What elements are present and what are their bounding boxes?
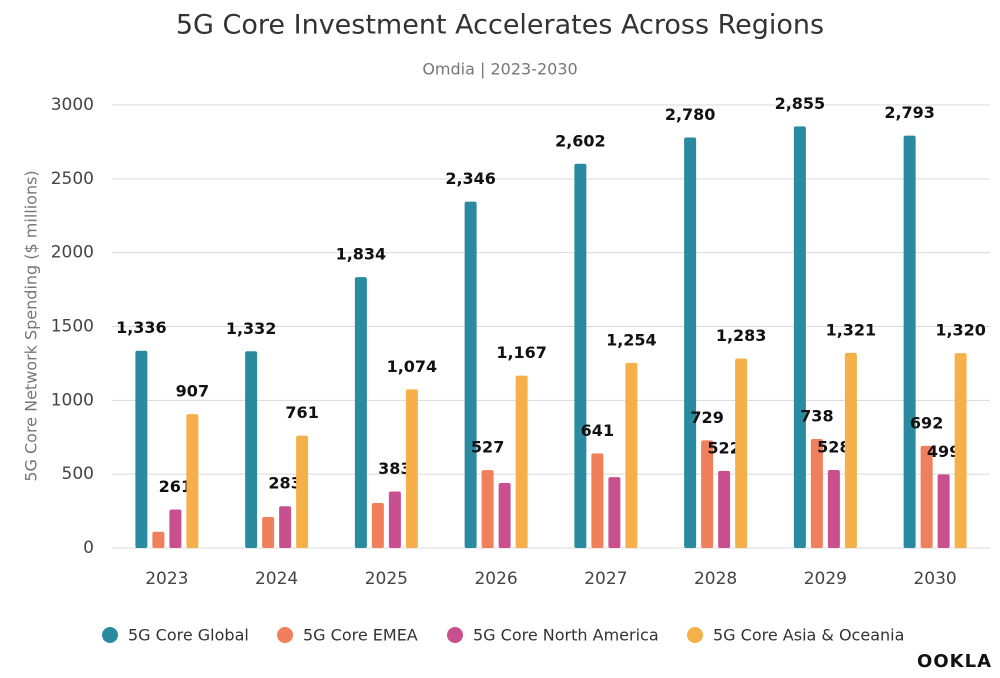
- y-tick-label: 2000: [51, 243, 94, 263]
- bar: [827, 470, 840, 548]
- bar: [405, 389, 418, 548]
- bar: [481, 470, 494, 548]
- data-label: 528: [817, 438, 850, 457]
- bar: [574, 163, 587, 548]
- data-label: 2,855: [775, 94, 826, 113]
- y-tick-label: 2500: [51, 169, 94, 189]
- data-label: 907: [176, 382, 209, 401]
- legend-marker: [102, 627, 118, 643]
- bar: [245, 351, 258, 548]
- bar: [937, 474, 950, 548]
- data-label: 1,834: [336, 245, 387, 264]
- bar: [903, 135, 916, 548]
- bar: [296, 435, 309, 548]
- data-label: 1,074: [387, 357, 438, 376]
- x-tick-label: 2025: [365, 569, 408, 589]
- data-label: 1,332: [226, 319, 277, 338]
- bar: [371, 502, 384, 548]
- bar: [186, 414, 199, 548]
- bar: [810, 439, 823, 548]
- data-label: 1,336: [116, 318, 167, 337]
- bar: [354, 277, 367, 548]
- x-tick-label: 2030: [913, 569, 956, 589]
- y-tick-label: 1500: [51, 317, 94, 337]
- legend-marker: [447, 627, 463, 643]
- x-tick-label: 2028: [694, 569, 737, 589]
- bar: [718, 470, 731, 548]
- data-label: 641: [581, 421, 614, 440]
- y-tick-label: 1000: [51, 390, 94, 410]
- data-label: 738: [800, 407, 833, 426]
- bar: [625, 362, 638, 548]
- chart-title: 5G Core Investment Accelerates Across Re…: [176, 10, 824, 41]
- data-label: 1,320: [935, 321, 986, 340]
- y-tick-label: 500: [62, 464, 94, 484]
- bar: [498, 483, 511, 548]
- legend-label: 5G Core North America: [473, 626, 659, 645]
- bar: [793, 126, 806, 548]
- data-label: 283: [268, 474, 301, 493]
- data-label: 1,254: [606, 330, 657, 349]
- x-tick-label: 2023: [145, 569, 188, 589]
- chart-subtitle: Omdia | 2023-2030: [422, 60, 577, 79]
- bar: [920, 445, 933, 548]
- data-label: 2,346: [445, 169, 496, 188]
- bar: [608, 477, 621, 548]
- bar: [388, 491, 401, 548]
- data-label: 522: [707, 438, 740, 457]
- data-label: 261: [159, 477, 192, 496]
- data-label: 692: [910, 413, 943, 432]
- x-tick-label: 2024: [255, 569, 298, 589]
- data-label: 2,780: [665, 105, 716, 124]
- legend-label: 5G Core Asia & Oceania: [713, 626, 904, 645]
- data-label: 1,321: [826, 320, 877, 339]
- bar: [152, 531, 165, 548]
- legend-marker: [687, 627, 703, 643]
- bar: [735, 358, 748, 548]
- bar: [954, 353, 967, 548]
- legend-label: 5G Core Global: [128, 626, 249, 645]
- legend-label: 5G Core EMEA: [303, 626, 418, 645]
- bar: [701, 440, 714, 548]
- data-label: 499: [927, 442, 960, 461]
- data-label: 2,793: [884, 103, 935, 122]
- data-label: 729: [690, 408, 723, 427]
- x-tick-label: 2026: [474, 569, 517, 589]
- bar: [515, 375, 528, 548]
- bar: [135, 350, 148, 548]
- y-tick-label: 0: [83, 538, 94, 558]
- data-label: 1,283: [716, 326, 767, 345]
- bar: [279, 506, 292, 548]
- data-label: 761: [285, 403, 318, 422]
- x-tick-label: 2027: [584, 569, 627, 589]
- data-label: 383: [378, 459, 411, 478]
- bar: [591, 453, 604, 548]
- bar: [464, 201, 477, 548]
- x-tick-label: 2029: [804, 569, 847, 589]
- bar: [262, 516, 275, 548]
- y-axis-label: 5G Core Network Spending ($ millions): [22, 170, 41, 481]
- bar: [169, 509, 182, 548]
- data-label: 1,167: [496, 343, 547, 362]
- data-label: 2,602: [555, 131, 606, 150]
- bar: [844, 352, 857, 548]
- logo: OOKLA: [917, 651, 992, 672]
- bar: [684, 137, 697, 548]
- legend-marker: [277, 627, 293, 643]
- y-tick-label: 3000: [51, 95, 94, 115]
- data-label: 527: [471, 438, 504, 457]
